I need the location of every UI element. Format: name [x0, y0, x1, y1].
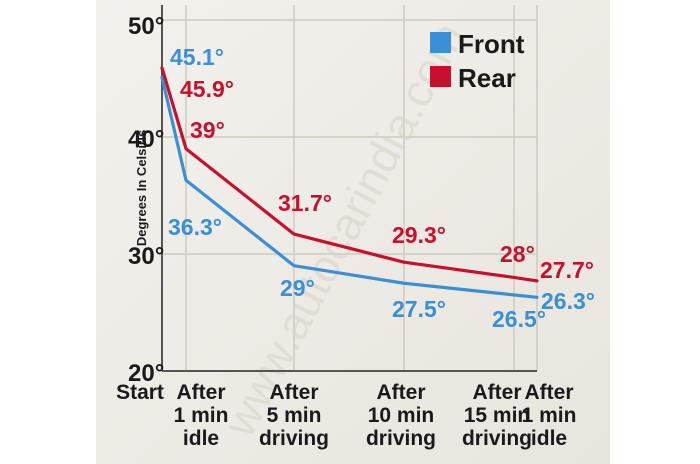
x-tick-label: After 15 min driving	[462, 381, 532, 450]
axes: 20° 30° 40° 50° Degrees In Celsius Start After…	[116, 5, 576, 450]
x-tick-label: After 1 min idle	[174, 381, 229, 450]
x-tick-label-line: idle	[183, 427, 219, 450]
data-label-front: 26.5°	[492, 306, 546, 332]
legend-label-front: Front	[458, 29, 525, 59]
data-label-front: 27.5°	[392, 296, 446, 322]
x-tick-label-line: After	[472, 381, 521, 404]
x-tick-label-line: After	[176, 381, 225, 404]
y-tick-label: 20°	[128, 360, 164, 387]
legend: Front Rear	[430, 29, 525, 93]
x-tick-label-line: 1 min	[522, 404, 577, 427]
data-label-front: 29°	[280, 275, 315, 301]
data-label-rear: 45.9°	[180, 76, 234, 102]
grid	[162, 5, 538, 371]
x-tick-label-line: After	[376, 381, 425, 404]
x-tick-label-line: 5 min	[267, 404, 322, 427]
x-tick-label-line: driving	[462, 427, 532, 450]
y-tick-label: 50°	[128, 13, 164, 40]
x-tick-label: Start	[116, 381, 164, 404]
data-labels: 45.1° 36.3° 29° 27.5° 26.5°26.3° 45.9° 39° 31.7…	[168, 44, 595, 332]
data-label-rear: 29.3°	[392, 222, 446, 248]
x-tick-label-line: driving	[366, 427, 436, 450]
x-tick-label: After 10 min driving	[366, 381, 436, 450]
x-tick-label-line: 1 min	[174, 404, 229, 427]
data-label-front: 45.1°	[170, 44, 224, 70]
series-line-rear	[160, 66, 539, 283]
legend-swatch-rear	[430, 66, 451, 87]
y-axis-label: Degrees In Celsius	[134, 130, 149, 246]
chart-background	[96, 0, 610, 464]
x-tick-label-line: After	[269, 381, 318, 404]
data-label-front: 36.3°	[168, 214, 222, 240]
data-label-rear: 39°	[190, 117, 225, 143]
series-line-front	[160, 75, 539, 299]
series	[160, 66, 539, 299]
y-tick-label: 30°	[128, 243, 164, 270]
x-tick-label-line: driving	[259, 427, 329, 450]
x-tick-label-line: Start	[116, 381, 164, 404]
y-tick-label: 40°	[128, 126, 164, 153]
x-tick-label-line: 15 min	[464, 404, 531, 427]
data-label-rear: 28°	[500, 241, 535, 267]
x-tick-label: After 5 min driving	[259, 381, 329, 450]
data-label-rear: 27.7°	[540, 257, 594, 283]
x-tick-label-line: After	[524, 381, 573, 404]
data-label-rear: 31.7°	[278, 190, 332, 216]
x-tick-label-line: idle	[531, 427, 567, 450]
x-tick-label: After 1 min idle	[522, 381, 577, 450]
x-tick-label-line: 10 min	[368, 404, 435, 427]
legend-label-rear: Rear	[458, 63, 516, 93]
data-label-front: 26.3°	[541, 288, 595, 314]
legend-swatch-front	[430, 32, 451, 53]
